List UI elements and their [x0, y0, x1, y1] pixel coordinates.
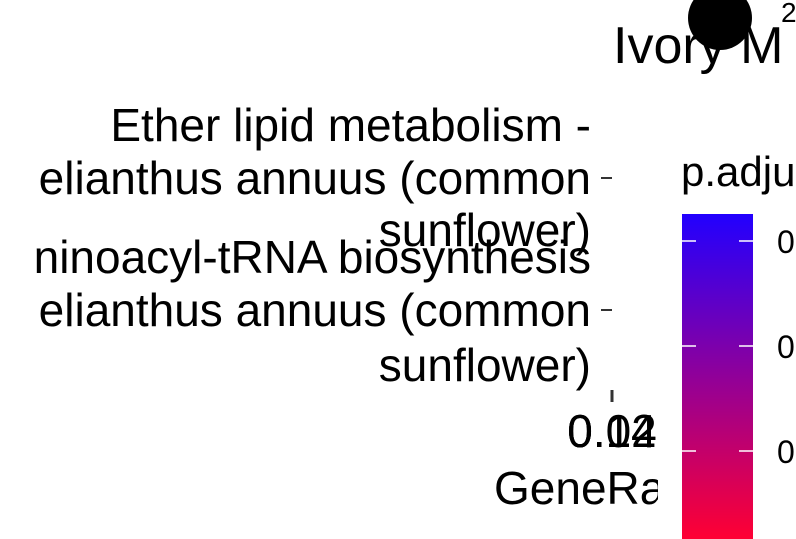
y-tick-label: elianthus annuus (common [39, 152, 591, 204]
x-tick-label: 0.04 [567, 405, 657, 457]
y-tick-label: Ether lipid metabolism - [110, 99, 591, 151]
y-tick-label: sunflower) [379, 204, 591, 256]
color-legend-tick-label: 0 [777, 224, 795, 260]
y-axis: Ether lipid metabolism - elianthus annuu… [34, 99, 612, 391]
x-tick-label: 0.14 [567, 405, 657, 457]
y-tick-label: elianthus annuus (common [39, 284, 591, 336]
color-legend-title: p.adju [681, 148, 795, 195]
color-legend: p.adju 0 0 0 [681, 148, 795, 539]
x-axis: 0.04 0.12 0.14 GeneRa [494, 390, 666, 514]
y-tick-label: ninoacyl-tRNA biosynthesis [34, 231, 591, 283]
color-legend-tick-label: 0 [777, 329, 795, 365]
y-tick-label: sunflower) [379, 339, 591, 391]
chart-title: Ivory M [613, 17, 783, 75]
x-tick-label: 0.12 [567, 405, 657, 457]
color-bar [682, 214, 753, 539]
size-legend-label: 2 [781, 0, 796, 28]
color-legend-tick-label: 0 [777, 434, 795, 470]
x-axis-title: GeneRa [494, 462, 666, 514]
size-legend-dot [688, 0, 752, 50]
